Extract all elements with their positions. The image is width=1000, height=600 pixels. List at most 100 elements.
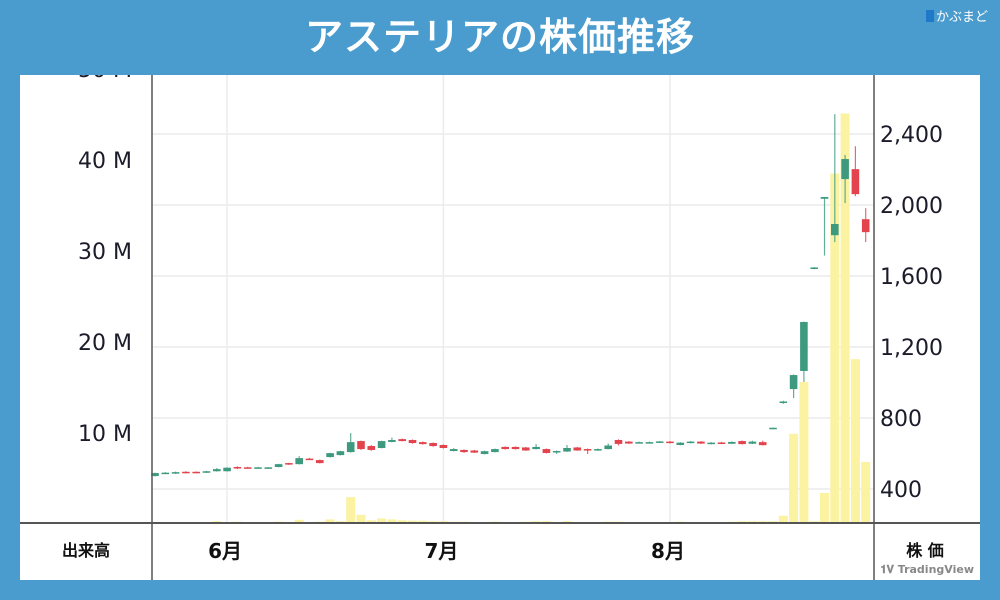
volume-tick-label: 10 M xyxy=(78,422,132,447)
candle-down xyxy=(717,442,726,444)
volume-bar xyxy=(397,520,407,523)
logo-icon xyxy=(925,9,934,22)
price-tick-label: 2,400 xyxy=(880,123,943,148)
candle-up xyxy=(779,401,788,403)
tradingview-logo-icon: 𝟏𝐕 xyxy=(880,563,898,576)
candle-down xyxy=(398,439,406,442)
volume-bar xyxy=(778,515,788,523)
candle-up xyxy=(604,445,612,450)
candle-up xyxy=(748,441,757,444)
candle-up xyxy=(769,427,777,430)
candle-up xyxy=(532,446,540,450)
candle-up xyxy=(635,442,643,444)
volume-bar xyxy=(346,497,356,523)
price-tick-label: 400 xyxy=(880,478,922,503)
candle-down xyxy=(192,471,200,474)
candle-up xyxy=(346,442,355,453)
candle-down xyxy=(243,467,252,469)
candle-up xyxy=(171,472,180,474)
candle-up xyxy=(264,467,273,469)
candle-up xyxy=(655,441,664,443)
candle-down xyxy=(758,442,767,446)
candle-up xyxy=(728,441,736,444)
candle-up xyxy=(377,441,386,448)
candle-down xyxy=(419,442,427,445)
candle-up xyxy=(449,449,458,452)
volume-bar xyxy=(418,520,428,523)
volume-tick-label: 20 M xyxy=(78,331,132,356)
candle-down xyxy=(357,441,365,450)
candle-up xyxy=(810,267,818,269)
volume-bar xyxy=(820,492,829,523)
month-tick-label: 8月 xyxy=(651,539,685,563)
candle-up xyxy=(202,471,211,473)
candle-up xyxy=(789,375,798,390)
candle-down xyxy=(367,446,376,450)
volume-bar xyxy=(799,381,809,523)
candle-up xyxy=(686,441,695,444)
candle-down xyxy=(614,440,623,444)
volume-axis-label: 出来高 xyxy=(62,541,110,560)
candle-up xyxy=(254,467,262,469)
volume-bar xyxy=(294,519,304,523)
tradingview-text: TradingView xyxy=(897,563,974,576)
candle-up xyxy=(151,473,159,477)
candle-up xyxy=(480,451,489,455)
price-tick-label: 1,200 xyxy=(880,336,943,361)
candle-up xyxy=(820,197,829,199)
volume-bar xyxy=(830,173,840,523)
kabumado-logo: かぶまど xyxy=(925,6,988,25)
candle-down xyxy=(316,460,324,464)
candle-down xyxy=(511,446,520,450)
stock-chart: 400 800 1,200 1,600 2,000 2,400 6月 7月 8月 10 M 20 M… xyxy=(20,75,980,580)
candle-down xyxy=(542,449,551,453)
candle-down xyxy=(233,466,242,469)
volume-bar xyxy=(366,520,376,523)
candle-down xyxy=(501,446,509,450)
candle-down xyxy=(305,458,314,461)
candle-down xyxy=(522,447,530,451)
month-tick-label: 7月 xyxy=(424,539,458,563)
candle-down xyxy=(583,449,592,451)
candle-up xyxy=(161,472,170,475)
candle-down xyxy=(573,447,582,451)
candle-up xyxy=(274,464,283,467)
candle-up xyxy=(388,440,396,442)
candle-down xyxy=(460,449,468,453)
candle-down xyxy=(408,440,417,444)
candle-down xyxy=(697,441,705,444)
candle-down xyxy=(666,441,674,444)
price-tick-label: 2,000 xyxy=(880,194,943,219)
volume-tick-label: 50 M xyxy=(78,75,132,83)
volume-bar xyxy=(325,519,335,523)
candle-up xyxy=(594,449,602,451)
price-tick-label: 1,600 xyxy=(880,265,943,290)
candle-up xyxy=(563,447,571,452)
candle-up xyxy=(491,449,499,453)
chart-panel: 400 800 1,200 1,600 2,000 2,400 6月 7月 8月 10 M 20 M… xyxy=(20,75,980,580)
candle-up xyxy=(326,453,334,458)
candle-up xyxy=(336,451,345,456)
volume-bar xyxy=(789,433,799,523)
candle-up xyxy=(800,321,808,371)
candle-down xyxy=(625,441,633,444)
logo-text: かぶまど xyxy=(935,10,988,25)
candle-down xyxy=(285,463,293,465)
candle-up xyxy=(841,159,849,180)
candle-down xyxy=(182,471,190,474)
candle-up xyxy=(552,451,561,453)
volume-tick-label: 40 M xyxy=(78,149,132,174)
volume-bar xyxy=(850,359,860,523)
price-tick-label: 800 xyxy=(880,407,922,432)
candle-down xyxy=(851,169,860,195)
candle-up xyxy=(645,442,654,444)
volume-bar xyxy=(840,113,850,523)
volume-bar xyxy=(861,462,871,523)
candle-up xyxy=(831,223,839,236)
tradingview-watermark: 𝟏𝐕 TradingView xyxy=(881,563,974,577)
volume-bar xyxy=(408,520,417,523)
candle-up xyxy=(295,458,303,465)
candle-down xyxy=(861,219,870,233)
candle-down xyxy=(439,444,448,448)
candle-up xyxy=(707,442,715,445)
